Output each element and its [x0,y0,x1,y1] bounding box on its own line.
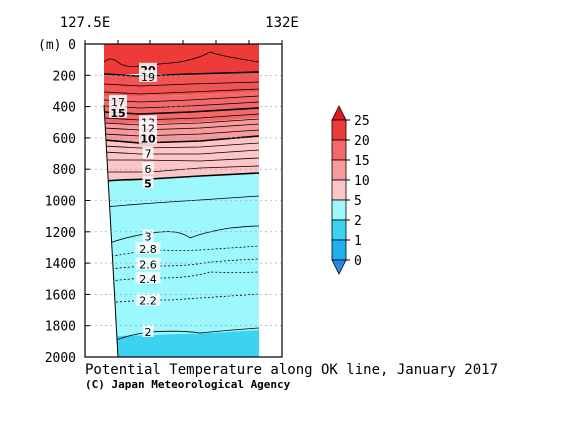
colorbar-label: 10 [354,174,370,189]
contour-label: 15 [110,107,125,120]
colorbar-label: 5 [354,194,362,209]
contour-label: 2.4 [139,273,157,286]
contour-label: 6 [145,163,152,176]
contour-label: 5 [144,177,152,190]
band-1-2 [104,330,259,357]
y-unit-label: (m) [38,38,61,53]
contour-labels: 2019171513121076532.82.62.42.22 [109,62,161,339]
contour-label-bg [142,162,154,175]
chart-credit: (C) Japan Meteorological Agency [85,378,291,391]
contour-label: 7 [145,148,152,161]
contour-label-bg [109,105,127,118]
colorbar-segment [331,159,347,181]
temperature-fill [104,44,259,357]
contour-line-11 [104,129,259,137]
colorbar-label: 1 [354,234,362,249]
contour-line-10 [104,135,259,144]
contour-label-bg [135,257,161,270]
contour-label: 2.8 [139,243,157,256]
contour-line-2 [104,327,259,346]
band-above-20 [104,44,259,74]
contour-line-2.8 [104,245,259,259]
y-tick-label: 1800 [45,320,76,335]
contour-line-18 [104,88,259,95]
y-tick-label: 600 [53,132,76,147]
contour-label-bg [135,242,161,255]
contour-label-bg [135,293,161,306]
contour-label-bg [139,121,157,134]
contour-label: 17 [111,96,125,109]
colorbar-segment [331,179,347,201]
y-tick-label: 200 [53,69,76,84]
y-tick-label: 2000 [45,351,76,366]
contour-line-9 [104,142,259,149]
colorbar-segment [331,219,347,241]
contour-label: 10 [140,133,156,146]
contour-line-14 [104,113,259,121]
contour-line-19 [104,81,259,87]
y-tick-label: 1400 [45,257,76,272]
contour-label: 2.2 [139,295,157,308]
contour-line-7 [104,157,259,162]
contour-label: 3 [145,230,152,243]
x-ticks [84,40,283,44]
contour-line-8 [104,149,259,155]
colorbar-segment [331,139,347,161]
contour-label: 19 [141,71,155,84]
y-tick-label: 0 [68,38,76,53]
colorbar-label: 15 [354,154,370,169]
contour-line-6 [104,165,259,173]
contour-label-bg [139,69,157,82]
x-tick-label-127.5e: 127.5E [60,15,111,31]
colorbar-segment [331,119,347,141]
colorbar-label: 0 [354,254,362,269]
contour-label-bg [139,131,157,144]
colorbar-label: 20 [354,134,370,149]
y-tick-label: 1600 [45,288,76,303]
contour-label-bg [142,229,154,242]
y-tick-label: 800 [53,163,76,178]
colorbar-segment [331,105,347,121]
contour-label-bg [142,176,154,189]
band-20 [104,72,259,96]
contour-label: 2.6 [139,259,157,272]
contour-line-upper [104,51,259,67]
band-15-20 [104,92,259,124]
contour-label-bg [142,146,154,159]
contour-label-bg [135,271,161,284]
y-tick-label: 1000 [45,195,76,210]
section-edge-line [103,104,119,358]
colorbar-segment [331,259,347,275]
contour-line-13 [104,118,259,126]
colorbar-segment [331,199,347,221]
contour-label-bg [142,324,154,337]
y-tick-label: 400 [53,101,76,116]
y-tick-label: 1200 [45,226,76,241]
contour-label-bg [139,62,157,75]
contour-line-12 [104,123,259,131]
contour-label-bg [109,94,127,107]
contour-label: 2 [145,326,152,339]
colorbar-label: 25 [354,114,370,129]
colorbar-label: 2 [354,214,362,229]
colorbar-segment [331,239,347,261]
contour-line-4 [104,195,259,208]
x-tick-label-132e: 132E [265,15,299,31]
chart-title: Potential Temperature along OK line, Jan… [85,362,498,378]
band-2-5 [104,173,259,337]
